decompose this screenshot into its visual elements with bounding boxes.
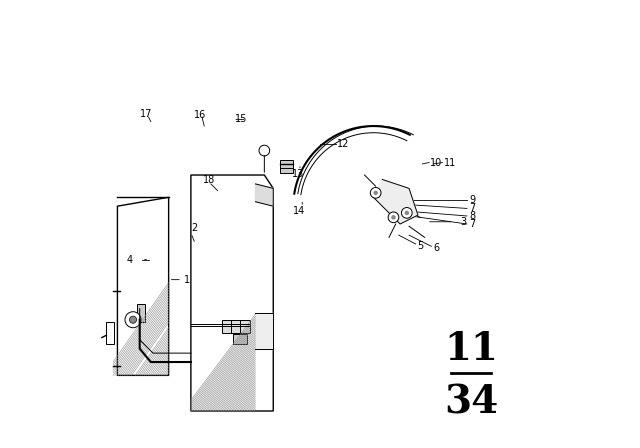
Polygon shape (373, 180, 418, 224)
Text: 8: 8 (469, 211, 476, 221)
Text: 7: 7 (469, 219, 476, 229)
Bar (136, 304, 145, 322)
Text: 6: 6 (433, 243, 440, 254)
Text: 14: 14 (293, 206, 305, 215)
Circle shape (391, 215, 396, 220)
Text: 11: 11 (444, 158, 456, 168)
Circle shape (125, 312, 141, 328)
Bar (222, 320, 232, 333)
Text: 11: 11 (444, 330, 499, 368)
Text: 17: 17 (140, 108, 152, 119)
Text: 34: 34 (444, 383, 499, 421)
Bar (231, 320, 241, 333)
Circle shape (401, 207, 412, 218)
Circle shape (373, 190, 378, 195)
Text: 16: 16 (195, 110, 207, 120)
Text: 18: 18 (204, 175, 216, 185)
Bar (106, 322, 115, 344)
Circle shape (404, 211, 409, 215)
Bar (240, 320, 250, 333)
Text: 3: 3 (460, 217, 467, 227)
Text: 5: 5 (417, 241, 423, 251)
Circle shape (129, 316, 136, 323)
Polygon shape (255, 184, 273, 206)
Text: 4: 4 (126, 254, 132, 265)
Bar (233, 334, 246, 344)
Bar (280, 160, 293, 173)
Text: 10: 10 (431, 158, 443, 168)
Text: 15: 15 (234, 114, 247, 125)
Text: 1: 1 (184, 275, 190, 284)
Circle shape (388, 212, 399, 223)
Text: 2: 2 (191, 224, 197, 233)
Text: 12: 12 (337, 139, 349, 149)
Text: 13: 13 (292, 169, 305, 179)
Text: 7: 7 (469, 203, 476, 213)
Circle shape (371, 188, 381, 198)
Polygon shape (255, 313, 273, 349)
Text: 9: 9 (469, 194, 476, 205)
